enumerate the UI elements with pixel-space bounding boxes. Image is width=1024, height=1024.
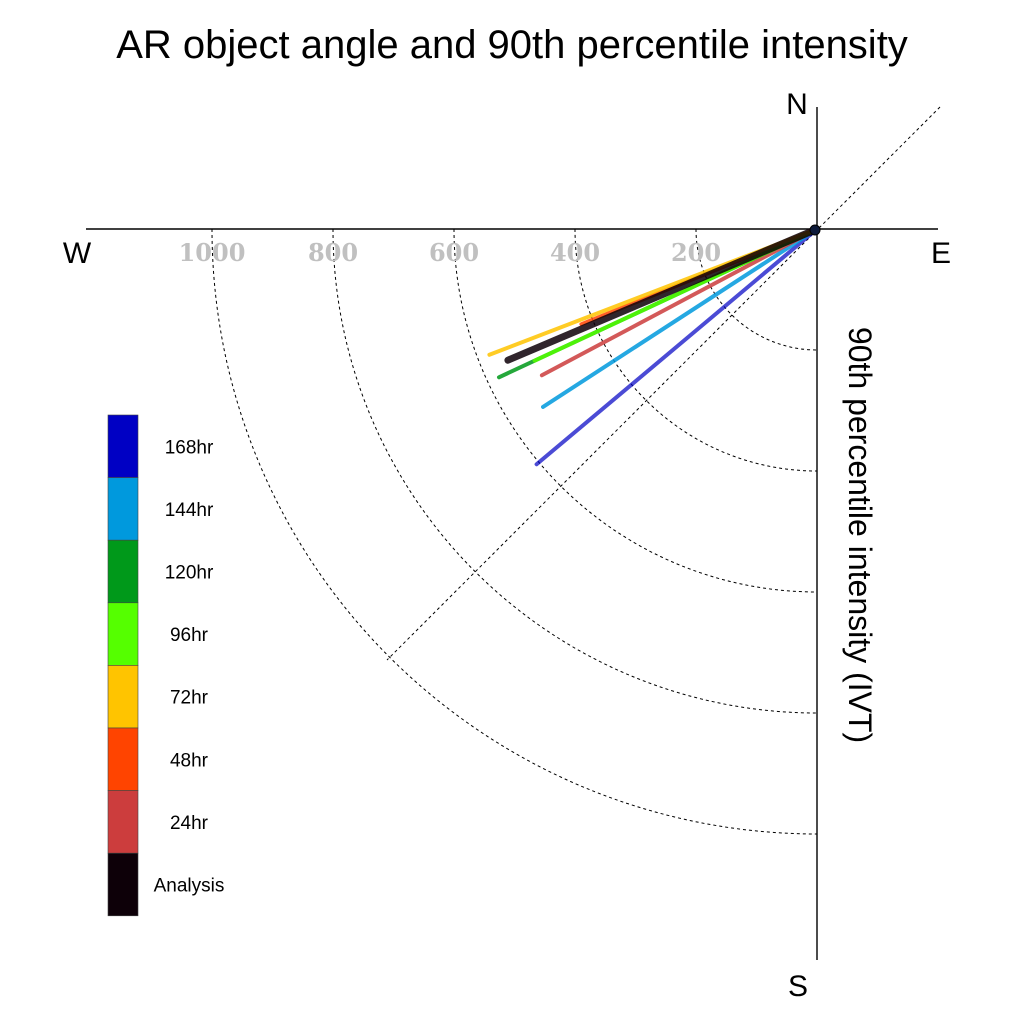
west-label: W [63, 237, 92, 270]
legend-label-24hr: 24hr [170, 813, 209, 834]
vector-168hr [534, 227, 819, 467]
legend-label-analysis: Analysis [154, 876, 225, 897]
legend-label-48hr: 48hr [170, 750, 209, 771]
legend-label-72hr: 72hr [170, 688, 209, 709]
tick-label-400: 400 [550, 238, 600, 267]
ring-200 [695, 228, 818, 351]
origin-point [809, 224, 821, 236]
radial-rings [211, 228, 818, 835]
vector-24hr [539, 227, 819, 378]
legend-swatch-168hr [107, 414, 139, 478]
vector-144hr [541, 227, 819, 409]
east-label: E [931, 237, 951, 270]
tick-label-200: 200 [671, 238, 721, 267]
ring-800 [332, 228, 818, 714]
radial-tick-labels: 1000 800 600 400 200 [179, 238, 721, 267]
north-label: N [786, 88, 808, 121]
ring-600 [453, 228, 818, 593]
y-axis-label: 90th percentile intensity (IVT) [842, 327, 878, 743]
diagonal-guide [386, 106, 941, 661]
vector-lines [487, 225, 821, 467]
vector-analysis [504, 225, 821, 364]
legend-swatch-24hr [107, 790, 139, 854]
tick-label-600: 600 [429, 238, 479, 267]
legend-swatch-144hr [107, 477, 139, 541]
tick-label-1000: 1000 [179, 238, 246, 267]
legend-label-144hr: 144hr [165, 500, 214, 521]
legend-swatch-120hr [107, 539, 139, 604]
tick-label-800: 800 [308, 238, 358, 267]
chart-title: AR object angle and 90th percentile inte… [116, 23, 908, 67]
ring-400 [574, 228, 818, 472]
legend-label-168hr: 168hr [165, 437, 214, 458]
legend-swatch-48hr [107, 727, 139, 791]
legend-swatch-analysis [107, 852, 139, 917]
legend: 168hr 144hr 120hr 96hr 72hr 48hr 24hr Analysis [107, 414, 225, 917]
ring-1000 [211, 228, 818, 835]
legend-label-120hr: 120hr [165, 563, 214, 584]
legend-label-96hr: 96hr [170, 625, 209, 646]
legend-swatch-72hr [107, 665, 139, 729]
south-label: S [788, 970, 808, 1003]
legend-swatch-96hr [107, 602, 139, 666]
